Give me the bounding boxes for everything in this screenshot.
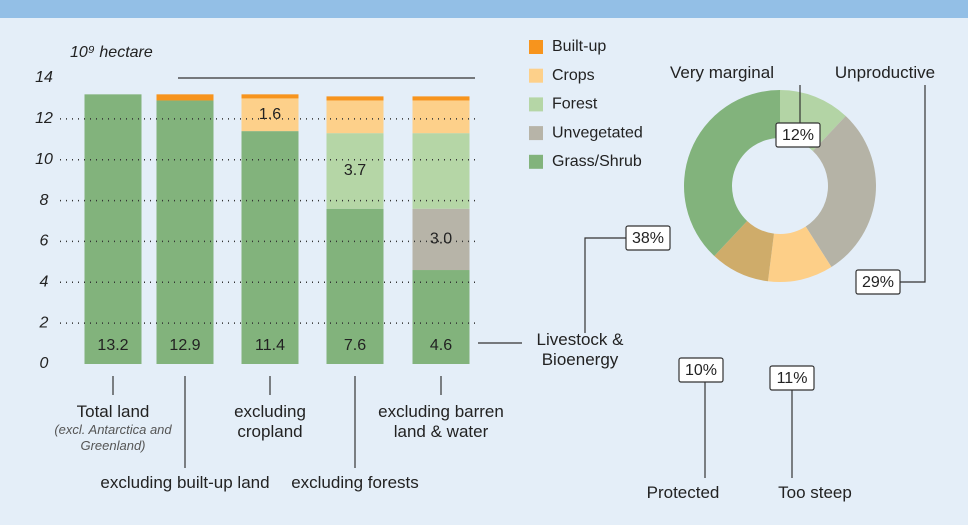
x-category: excluding built-up land [100,473,270,492]
value-box [775,122,821,148]
legend-label: Built-up [552,38,606,55]
data-label: 4.6 [430,337,452,354]
y-tick-label: 12 [35,110,53,127]
bar-segment [241,131,299,364]
y-tick-label: 6 [40,233,49,250]
bar-segment [241,94,299,99]
leader-line [584,237,626,333]
category-label: Unproductive [834,63,936,82]
data-label: 7.6 [344,337,366,354]
legend-label: Crops [552,67,595,84]
category-label: Protected [646,483,720,502]
legend-swatch [529,126,543,141]
category-label: Livestock & Bioenergy [536,330,624,369]
bar-segment [412,208,470,271]
y-tick-label: 0 [40,355,49,372]
y-tick-label: 4 [40,274,49,291]
x-category: excluding barren land & water [378,402,504,441]
value-label: 12% [782,127,814,144]
header-band [0,0,968,18]
bar-segment [156,94,214,101]
y-tick-label: 14 [35,69,53,86]
value-label: 38% [632,230,664,247]
bar-segment [156,100,214,364]
y-axis-label: 10⁹ hectare [70,44,153,61]
data-label: 1.6 [259,106,281,123]
x-category: Total land [76,402,150,421]
value-box [769,365,815,391]
value-box [625,225,671,251]
bar-segment [241,98,299,132]
value-label: 11% [777,370,808,387]
value-label: 29% [862,274,894,291]
category-label: excluding built-up land [75,473,295,493]
donut-slice [767,226,832,282]
bar-segment [326,100,384,134]
value-label: 10% [685,362,717,379]
bar-segment [326,96,384,101]
legend-swatch [529,97,543,112]
category-label: Very marginal [670,63,774,82]
category-label: excluding forests [265,473,445,493]
value-box [855,269,901,295]
data-label: 11.4 [255,337,285,354]
category-label: Too steep [778,483,852,502]
donut-slice [805,116,876,268]
y-tick-label: 10 [35,151,53,168]
donut-slice [684,90,780,256]
donut-slice [714,220,774,282]
x-category: excluding forests [291,473,419,492]
bar-segment [326,208,384,364]
x-category: excluding cropland [234,402,306,441]
category-label: Total land (excl. Antarctica and Greenlan… [38,402,188,454]
data-label: 12.9 [169,337,200,354]
bar-segment [412,270,470,364]
bar-segment [412,100,470,134]
category-label: excluding cropland [215,402,325,442]
category-label: excluding barren land & water [366,402,516,442]
leader-line [900,85,926,283]
legend-swatch [529,40,543,54]
data-label: 13.2 [97,337,128,354]
legend-label: Unvegetated [552,124,643,141]
bar-segment [84,94,142,364]
legend-label: Grass/Shrub [552,153,642,170]
bar-segment [326,133,384,209]
data-label: 3.0 [430,231,452,248]
value-box [678,357,724,383]
bar-segment [412,96,470,101]
category-note: (excl. Antarctica and Greenland) [54,422,172,453]
data-label: 3.7 [344,162,366,179]
legend-label: Forest [552,96,598,113]
y-tick-label: 2 [39,314,49,331]
legend-swatch [529,154,543,169]
legend-swatch [529,68,543,83]
bar-segment [412,133,470,209]
y-tick-label: 8 [40,192,49,209]
